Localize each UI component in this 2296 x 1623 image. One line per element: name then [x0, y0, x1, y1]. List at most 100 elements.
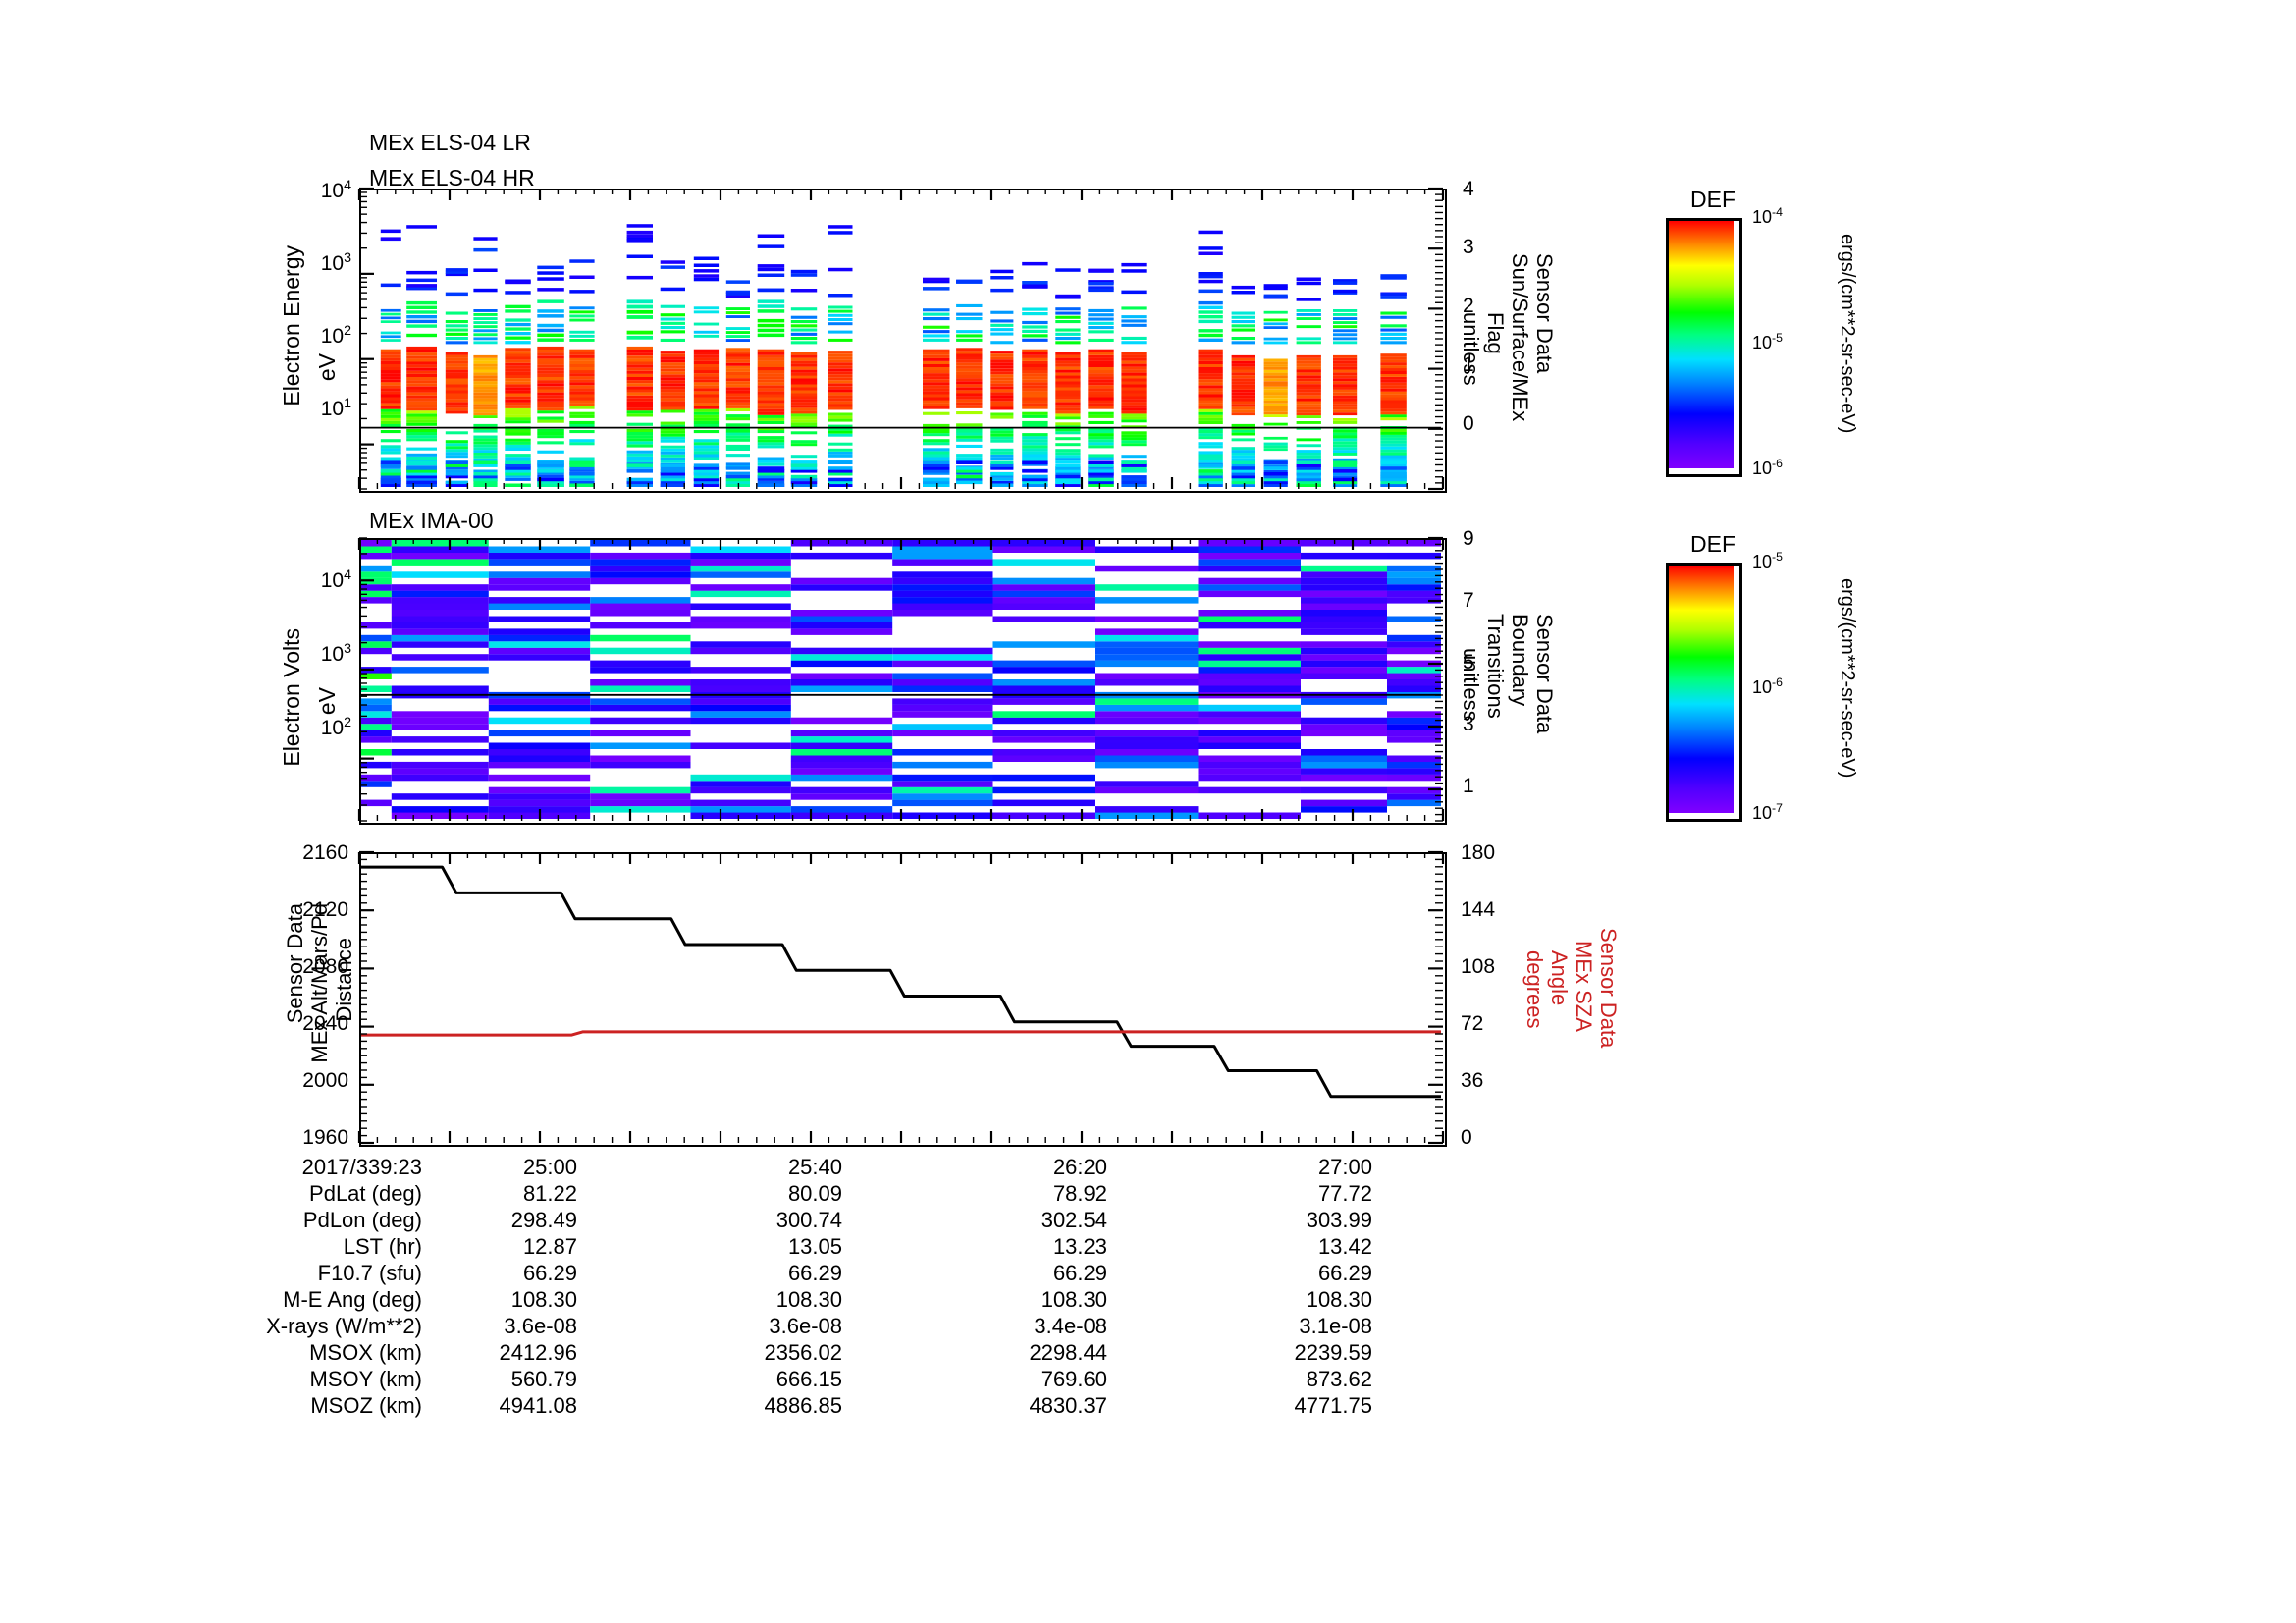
- panel2-rtick-9: 9: [1463, 527, 1474, 550]
- table-cell: 3.6e-08: [769, 1314, 842, 1338]
- table-row-label: LST (hr): [343, 1234, 422, 1259]
- table-row-label: MSOX (km): [309, 1340, 422, 1365]
- panel3-rtick-0: 0: [1461, 1126, 1472, 1149]
- table-cell: 13.42: [1317, 1234, 1372, 1259]
- table-row: M-E Ang (deg) 108.30 108.30 108.30 108.30: [177, 1287, 1372, 1314]
- colorbar1-mid-tick: 10-5: [1752, 331, 1783, 352]
- table-row: 2017/339:23 25:00 25:40 26:20 27:00: [177, 1155, 1372, 1181]
- table-cell: 66.29: [522, 1261, 577, 1285]
- colorbar2-top-tick: 10-5: [1752, 550, 1783, 571]
- panel3-ytick-2120: 2120: [302, 898, 348, 921]
- panel3-rlabel-2: Angle: [1547, 950, 1572, 1006]
- colorbar2: [1666, 563, 1742, 822]
- table-cell: 4771.75: [1294, 1393, 1372, 1418]
- panel1-rlabel-0: Sensor Data: [1532, 253, 1557, 374]
- table-cell: 25:00: [522, 1155, 577, 1179]
- panel1-rtick-2: 2: [1463, 295, 1474, 317]
- table-cell: 80.09: [787, 1181, 842, 1206]
- panel1-rtick-4: 4: [1463, 178, 1474, 200]
- table-cell: 4830.37: [1029, 1393, 1107, 1418]
- panel3-ytick-2040: 2040: [302, 1012, 348, 1035]
- colorbar2-units: ergs/(cm**2-sr-sec-eV): [1837, 578, 1858, 779]
- panel3-rlabel-1: MEx SZA: [1572, 941, 1596, 1032]
- table-cell: 666.15: [775, 1367, 842, 1391]
- panel2-ytick-3: 103: [320, 641, 351, 666]
- panel1-ytick-2: 102: [320, 323, 351, 348]
- colorbar2-bottom-tick: 10-7: [1752, 801, 1783, 823]
- table-cell: 4941.08: [499, 1393, 577, 1418]
- panel2-plot: [359, 538, 1447, 825]
- panel3-rtick-72: 72: [1461, 1012, 1484, 1035]
- panel1-title-hr: MEx ELS-04 HR: [369, 165, 535, 190]
- table-cell: 81.22: [522, 1181, 577, 1206]
- table-row: X-rays (W/m**2) 3.6e-08 3.6e-08 3.4e-08 3.1e…: [177, 1314, 1372, 1340]
- panel3-rtick-36: 36: [1461, 1069, 1484, 1092]
- table-cell: 108.30: [1041, 1287, 1107, 1312]
- panel2-rtick-1: 1: [1463, 775, 1474, 797]
- panel3-ytick-1960: 1960: [302, 1126, 348, 1149]
- panel3-rtick-180: 180: [1461, 841, 1496, 864]
- table-cell: 560.79: [510, 1367, 577, 1391]
- table-row-label: MSOY (km): [309, 1367, 422, 1391]
- panel2-rlabel-2: Transitions: [1483, 614, 1508, 719]
- table-cell: 769.60: [1041, 1367, 1107, 1391]
- colorbar1: [1666, 218, 1742, 477]
- table-row: PdLat (deg) 81.22 80.09 78.92 77.72: [177, 1181, 1372, 1208]
- table-cell: 12.87: [522, 1234, 577, 1259]
- table-row-label: F10.7 (sfu): [317, 1261, 422, 1285]
- table-cell: 108.30: [775, 1287, 842, 1312]
- colorbar1-bottom-tick: 10-6: [1752, 457, 1783, 478]
- table-cell: 25:40: [787, 1155, 842, 1179]
- colorbar2-mid-tick: 10-6: [1752, 676, 1783, 697]
- panel2-rtick-3: 3: [1463, 713, 1474, 735]
- table-cell: 2412.96: [499, 1340, 577, 1365]
- table-row-label: MSOZ (km): [310, 1393, 422, 1418]
- table-row-label: PdLon (deg): [302, 1208, 422, 1232]
- panel3-rlabel-3: degrees: [1522, 950, 1547, 1029]
- table-cell: 3.6e-08: [504, 1314, 577, 1338]
- panel1-rlabel-2: Flag: [1483, 312, 1508, 354]
- table-row-label: M-E Ang (deg): [283, 1287, 422, 1312]
- table-cell: 66.29: [1317, 1261, 1372, 1285]
- table-row-label: PdLat (deg): [309, 1181, 422, 1206]
- panel2-rlabel-3: unitless: [1459, 648, 1483, 722]
- panel2-rlabel-0: Sensor Data: [1532, 614, 1557, 734]
- panel2-title: MEx IMA-00: [369, 508, 494, 533]
- panel2-ytick-2: 102: [320, 715, 351, 739]
- panel1-ytick-1: 101: [320, 396, 351, 420]
- colorbar1-units: ergs/(cm**2-sr-sec-eV): [1837, 234, 1858, 434]
- table-row: MSOZ (km) 4941.08 4886.85 4830.37 4771.75: [177, 1393, 1372, 1420]
- table-cell: 2356.02: [764, 1340, 842, 1365]
- panel3-ytick-2000: 2000: [302, 1069, 348, 1092]
- panel2-rtick-7: 7: [1463, 589, 1474, 612]
- table-row: F10.7 (sfu) 66.29 66.29 66.29 66.29: [177, 1261, 1372, 1287]
- panel1-rtick-0: 0: [1463, 412, 1474, 435]
- table-cell: 303.99: [1306, 1208, 1372, 1232]
- panel1-rlabel-1: Sun/Surface/MEx: [1508, 253, 1532, 422]
- table-row: PdLon (deg) 298.49 300.74 302.54 303.99: [177, 1208, 1372, 1234]
- table-cell: 2298.44: [1029, 1340, 1107, 1365]
- panel3-ytick-2160: 2160: [302, 841, 348, 864]
- table-row: LST (hr) 12.87 13.05 13.23 13.42: [177, 1234, 1372, 1261]
- table-cell: 108.30: [510, 1287, 577, 1312]
- table-cell: 302.54: [1041, 1208, 1107, 1232]
- table-cell: 3.4e-08: [1034, 1314, 1107, 1338]
- table-cell: 77.72: [1317, 1181, 1372, 1206]
- panel3-ytick-2080: 2080: [302, 955, 348, 978]
- colorbar2-title: DEF: [1690, 531, 1735, 557]
- panel1-ytick-4: 104: [320, 178, 351, 202]
- table-cell: 27:00: [1317, 1155, 1372, 1179]
- panel3-rtick-144: 144: [1461, 898, 1496, 921]
- panel1-rtick-3: 3: [1463, 236, 1474, 258]
- table-cell: 873.62: [1306, 1367, 1372, 1391]
- summary-table: 2017/339:23 25:00 25:40 26:20 27:00 PdLat (de…: [177, 1155, 1372, 1420]
- panel3-plot: [359, 852, 1447, 1147]
- panel1-plot: [359, 189, 1447, 493]
- table-cell: 300.74: [775, 1208, 842, 1232]
- panel1-rtick-1: 1: [1463, 353, 1474, 376]
- panel1-ytick-3: 103: [320, 250, 351, 275]
- colorbar1-title: DEF: [1690, 187, 1735, 212]
- panel1-rlabel-3: unitless: [1459, 312, 1483, 386]
- table-cell: 108.30: [1306, 1287, 1372, 1312]
